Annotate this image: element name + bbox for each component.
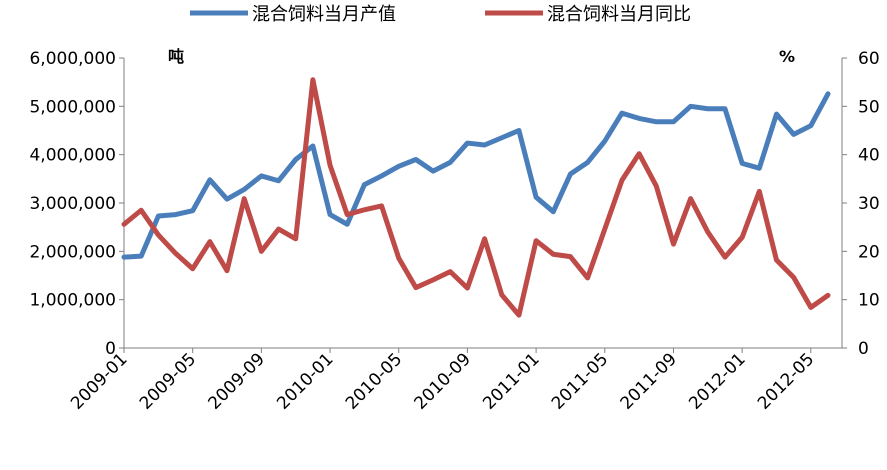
x-tick-label: 2011-09	[617, 349, 681, 413]
right-tick-label: 40	[858, 146, 880, 166]
x-tick-label: 2009-09	[205, 349, 269, 413]
left-axis-unit-label: 吨	[168, 47, 184, 66]
right-tick-label: 0	[858, 339, 869, 359]
x-tick-label: 2011-05	[548, 349, 612, 413]
x-tick-label: 2012-01	[685, 349, 749, 413]
left-tick-label: 5,000,000	[29, 97, 116, 117]
legend-label-1: 混合饲料当月产值	[252, 4, 396, 25]
left-tick-label: 3,000,000	[29, 194, 116, 214]
left-tick-label: 2,000,000	[29, 242, 116, 262]
x-tick-label: 2012-05	[754, 349, 818, 413]
left-tick-label: 6,000,000	[29, 49, 116, 69]
x-tick-label: 2010-01	[273, 349, 337, 413]
right-tick-label: 30	[858, 194, 880, 214]
right-tick-label: 50	[858, 97, 880, 117]
x-tick-label: 2011-01	[479, 349, 543, 413]
right-axis-unit-label: %	[779, 47, 795, 66]
legend-label-2: 混合饲料当月同比	[547, 4, 691, 25]
series-line-1	[121, 91, 831, 260]
left-tick-label: 4,000,000	[29, 146, 116, 166]
x-tick-label: 2010-05	[342, 349, 406, 413]
right-tick-label: 60	[858, 49, 880, 69]
legend: 混合饲料当月产值 混合饲料当月同比	[190, 4, 691, 25]
right-tick-label: 10	[858, 291, 880, 311]
left-tick-label: 1,000,000	[29, 291, 116, 311]
series-lines	[121, 77, 831, 318]
x-tick-label: 2009-05	[136, 349, 200, 413]
right-tick-label: 20	[858, 242, 880, 262]
x-tick-label: 2009-01	[67, 349, 131, 413]
x-tick-label: 2010-09	[411, 349, 475, 413]
series-line-2	[121, 77, 831, 318]
left-tick-label: 0	[105, 339, 116, 359]
